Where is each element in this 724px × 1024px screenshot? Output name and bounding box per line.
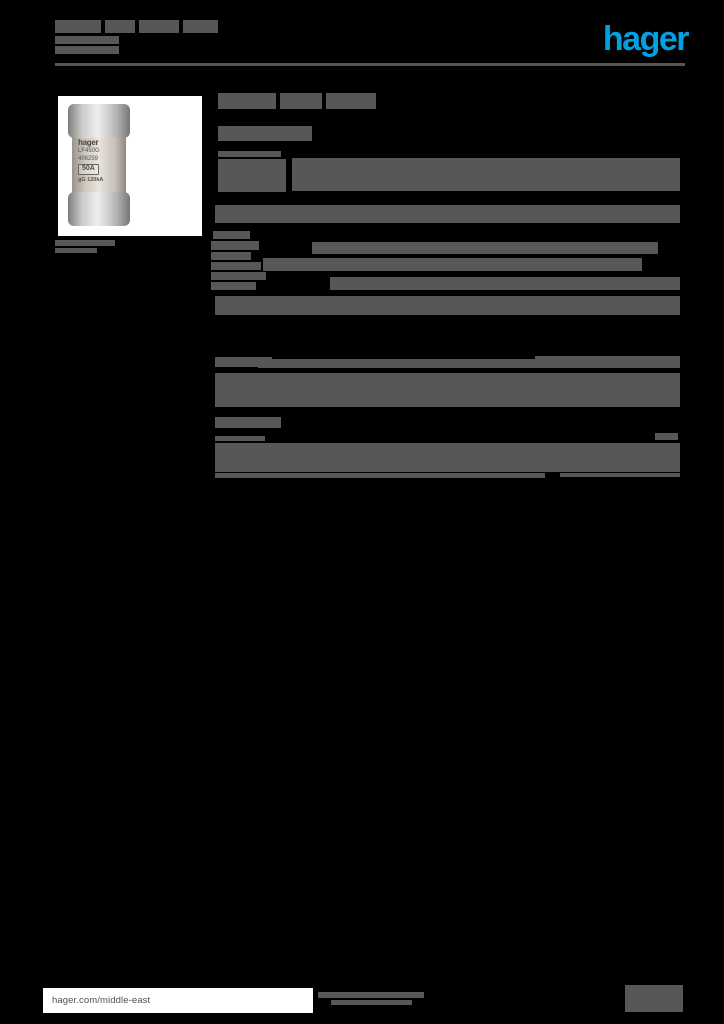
footer-url-link[interactable]: hager.com/middle-east — [52, 995, 151, 1006]
redacted-text-bar — [105, 20, 135, 33]
redacted-text-bar — [218, 159, 286, 192]
redacted-text-bar — [215, 473, 545, 478]
redacted-text-bar — [139, 20, 179, 33]
redacted-text-bar — [211, 282, 256, 290]
redacted-text-bar — [215, 296, 680, 315]
redacted-text-bar — [218, 151, 281, 157]
redacted-text-bar — [211, 262, 261, 270]
redacted-text-bar — [211, 241, 259, 250]
hager-logo: hager — [602, 20, 690, 58]
redacted-text-bar — [55, 248, 97, 253]
redacted-text-bar — [258, 359, 552, 368]
fuse-marking-text: gG 120kA — [78, 176, 104, 183]
redacted-text-bar — [55, 36, 119, 44]
header-rule — [55, 63, 685, 66]
redacted-text-bar — [215, 357, 272, 367]
footer-url-box: hager.com/middle-east — [43, 988, 313, 1013]
product-image-card: hager LF450G 406259 50A gG 120kA — [58, 96, 202, 236]
footer-brand-box — [625, 985, 683, 1012]
redacted-text-bar — [330, 277, 680, 290]
redacted-text-bar — [331, 1000, 412, 1005]
redacted-text-bar — [318, 992, 424, 998]
fuse-bottom-cap — [68, 192, 130, 226]
redacted-text-bar — [215, 436, 265, 441]
fuse-body: hager LF450G 406259 50A gG 120kA — [72, 134, 126, 196]
redacted-text-bar — [215, 417, 281, 428]
redacted-text-bar — [263, 258, 642, 271]
redacted-text-bar — [292, 158, 680, 191]
redacted-text-bar — [55, 46, 119, 54]
redacted-text-bar — [183, 20, 218, 33]
redacted-text-bar — [213, 231, 250, 239]
fuse-article-code-text: 406259 — [78, 155, 99, 162]
fuse-rating-badge: 50A — [78, 164, 99, 175]
redacted-text-bar — [218, 126, 312, 141]
redacted-text-bar — [218, 93, 276, 109]
redacted-text-bar — [535, 356, 680, 368]
redacted-text-bar — [55, 240, 115, 246]
fuse-reference-text: LF450G — [78, 148, 100, 154]
redacted-text-bar — [211, 252, 251, 260]
redacted-text-bar — [312, 242, 658, 254]
redacted-text-bar — [215, 205, 680, 223]
redacted-text-bar — [215, 373, 680, 407]
redacted-text-bar — [211, 272, 266, 280]
redacted-text-bar — [280, 93, 322, 109]
fuse-brand-text: hager — [78, 138, 99, 147]
redacted-text-bar — [55, 20, 101, 33]
redacted-text-bar — [560, 473, 680, 477]
fuse-top-cap — [68, 104, 130, 138]
redacted-text-bar — [215, 443, 680, 472]
redacted-text-bar — [655, 433, 678, 440]
fuse-label: hager LF450G 406259 50A gG 120kA — [78, 138, 122, 184]
fuse-image: hager LF450G 406259 50A gG 120kA — [68, 104, 130, 226]
redacted-text-bar — [326, 93, 376, 109]
